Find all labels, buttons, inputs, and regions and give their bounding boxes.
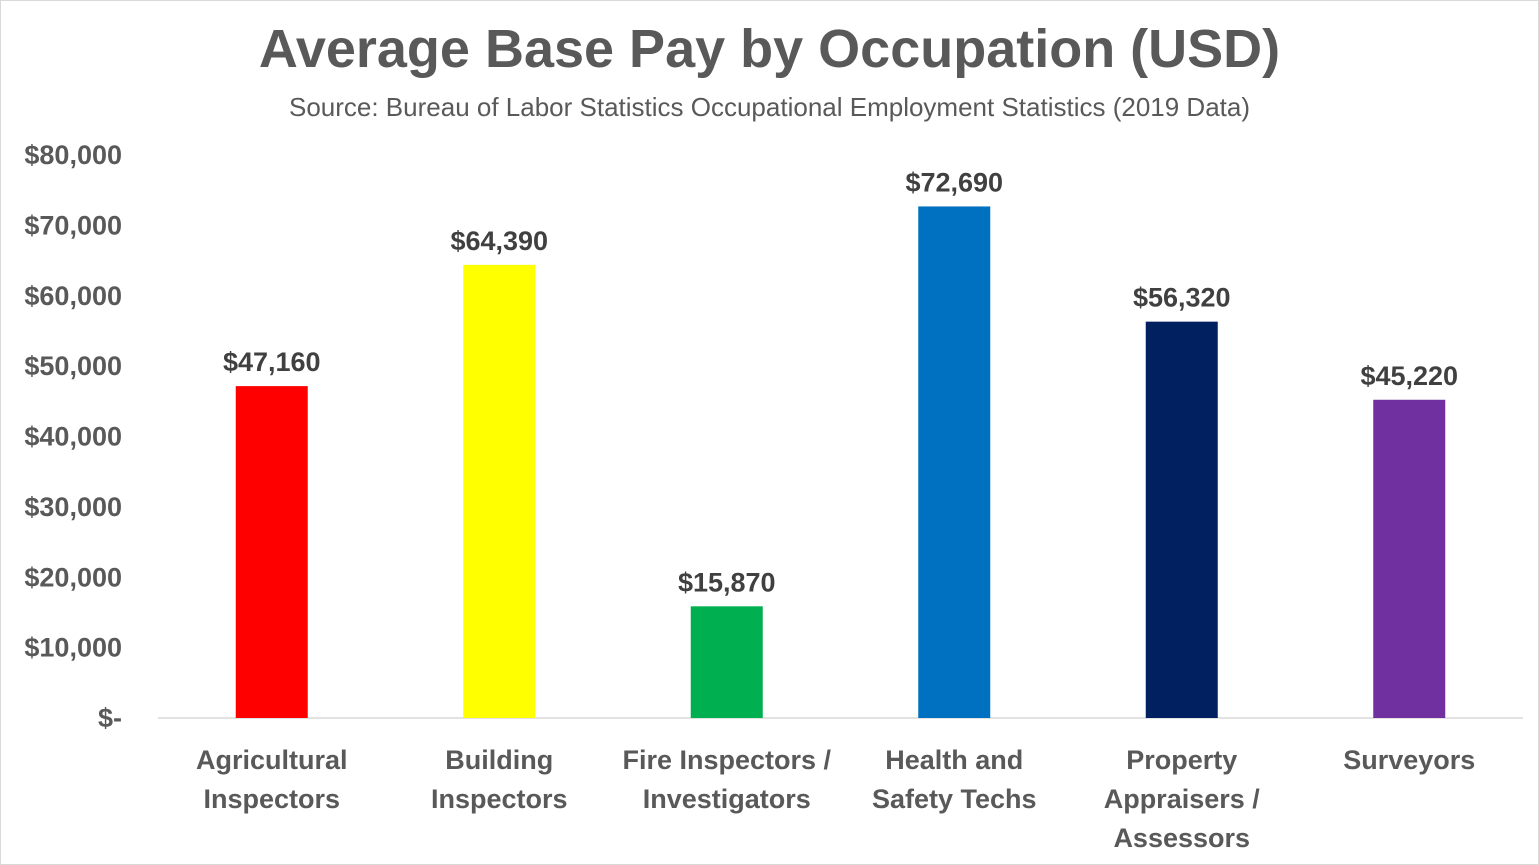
bar (690, 606, 763, 718)
chart-title: Average Base Pay by Occupation (USD) (258, 19, 1281, 79)
y-axis: $- $10,000 $20,000 $30,000 $40,000 $50,000 $60… (24, 140, 122, 733)
x-axis: Agricultural Inspectors Building Inspectors… (196, 745, 1475, 853)
x-tick-label: Health and (885, 745, 1023, 775)
bars (235, 206, 1446, 718)
bar (463, 264, 536, 718)
data-label: $64,390 (450, 226, 548, 256)
y-tick-label: $20,000 (24, 562, 122, 592)
y-tick-label: $50,000 (24, 351, 122, 381)
x-tick-label: Agricultural (196, 745, 348, 775)
x-tick-label: Inspectors (203, 784, 340, 814)
bar (918, 206, 991, 718)
data-label: $47,160 (223, 347, 321, 377)
x-tick-label: Safety Techs (872, 784, 1037, 814)
x-tick-label: Fire Inspectors / (622, 745, 831, 775)
y-tick-label: $80,000 (24, 140, 122, 170)
x-tick-label: Investigators (643, 784, 811, 814)
y-tick-label: $40,000 (24, 422, 122, 452)
data-label: $56,320 (1133, 283, 1231, 313)
y-tick-label: $60,000 (24, 281, 122, 311)
chart-subtitle: Source: Bureau of Labor Statistics Occup… (288, 92, 1251, 122)
bar (235, 386, 308, 718)
x-tick-label: Building (445, 745, 553, 775)
x-tick-label: Property (1126, 745, 1237, 775)
data-label: $15,870 (678, 567, 776, 597)
x-tick-label: Appraisers / (1104, 784, 1261, 814)
x-tick-label: Surveyors (1343, 745, 1475, 775)
x-tick-label: Assessors (1113, 823, 1250, 853)
bar (1373, 399, 1446, 718)
y-tick-label: $30,000 (24, 492, 122, 522)
y-tick-label: $10,000 (24, 633, 122, 663)
data-label: $72,690 (905, 167, 1003, 197)
data-labels: $47,160 $64,390 $15,870 $72,690 $56,320 $45,2… (223, 167, 1458, 597)
bar (1145, 321, 1218, 718)
y-tick-label: $- (98, 703, 122, 733)
y-tick-label: $70,000 (24, 210, 122, 240)
x-tick-label: Inspectors (431, 784, 568, 814)
data-label: $45,220 (1360, 361, 1458, 391)
